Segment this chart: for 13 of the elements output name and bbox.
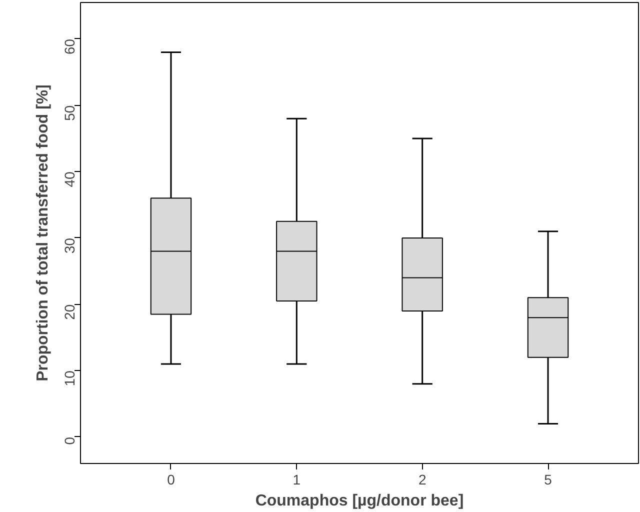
x-axis-title: Coumaphos [µg/donor bee] <box>255 492 464 510</box>
x-tick-label: 2 <box>418 472 426 488</box>
x-tick-label: 5 <box>544 472 552 488</box>
x-tick-label: 1 <box>292 472 301 488</box>
y-tick-label: 20 <box>62 304 78 320</box>
y-tick-label: 50 <box>62 105 78 121</box>
y-tick-label: 0 <box>62 436 78 445</box>
y-tick-label: 10 <box>62 370 78 386</box>
y-axis-title: Proportion of total transferred food [%] <box>34 84 52 382</box>
y-tick-label: 40 <box>62 171 78 188</box>
y-tick-label: 60 <box>62 38 78 55</box>
x-tick-label: 0 <box>167 472 176 488</box>
y-tick-label: 30 <box>62 238 78 254</box>
